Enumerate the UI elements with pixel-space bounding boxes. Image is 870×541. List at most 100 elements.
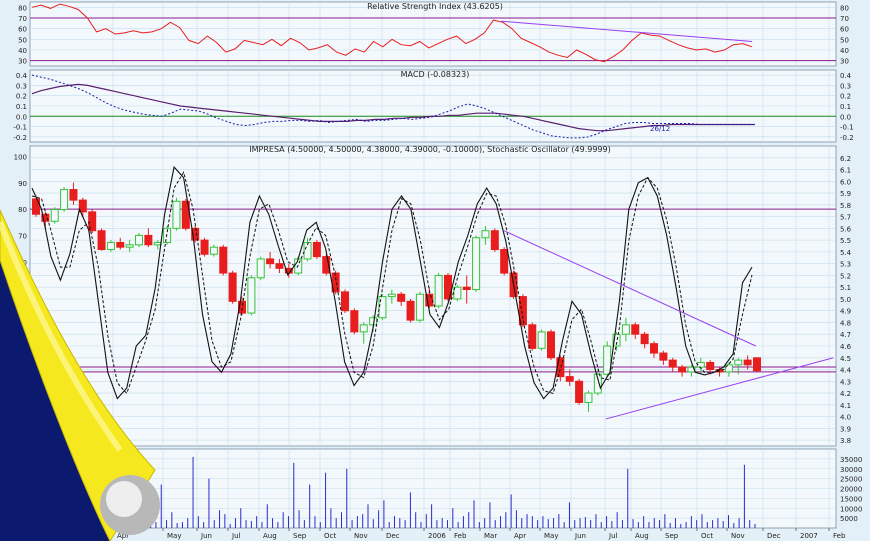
y-tick-label: 80 (840, 4, 849, 12)
y-tick-label: 4.4 (840, 367, 852, 375)
x-tick-label: Jun (574, 532, 586, 540)
curl-highlight (0, 220, 123, 452)
y-tick-label: 70 (840, 15, 849, 23)
rsi-trendline (500, 20, 753, 42)
candle-body (472, 237, 481, 291)
y-tick-label: 5.8 (840, 202, 851, 210)
candle-body (78, 199, 87, 213)
candle-body (593, 373, 602, 394)
candle-body (350, 310, 359, 333)
candle-body (172, 200, 181, 229)
y-tick-label: 4.8 (840, 319, 851, 327)
y-tick-label: 3.8 (840, 437, 851, 445)
x-tick-label: Jun (200, 532, 212, 540)
candle-body (640, 333, 649, 345)
y-tick-label: -0.1 (840, 124, 854, 132)
y-tick-label: 4.0 (840, 414, 851, 422)
candle-body (528, 324, 537, 349)
candle-body (125, 244, 134, 248)
candle-body (228, 272, 237, 302)
candle-body (621, 324, 630, 335)
x-tick-label: Nov (354, 532, 368, 540)
y-tick-label: 4.1 (840, 402, 851, 410)
candle-body (238, 300, 246, 314)
y-tick-label: 35000 (840, 456, 862, 464)
x-axis: Apr May Jun Jul Aug Sep Oct Nov Dec 2006 Feb Mar Apr… (112, 528, 846, 540)
curl-roll-highlight (106, 481, 142, 517)
candle-body (266, 258, 275, 265)
y-tick-label: 0.3 (16, 82, 27, 90)
y-tick-label: 40 (840, 47, 849, 55)
candle-body (275, 263, 284, 269)
y-tick-label: 5.2 (840, 272, 851, 280)
candle-body (687, 366, 696, 373)
y-tick-label: 4.3 (840, 378, 851, 386)
candle-body (97, 230, 106, 251)
x-tick-label: Oct (701, 532, 713, 540)
y-tick-label: 4.2 (840, 390, 851, 398)
x-tick-label: Apr (117, 532, 129, 540)
candle-body (547, 331, 555, 359)
x-tick-label: Jul (608, 532, 618, 540)
y-tick-label: 5.6 (840, 225, 852, 233)
price-title: IMPRESA (4.50000, 4.50000, 4.38000, 4.39… (249, 145, 610, 154)
y-tick-label: 3.9 (840, 425, 851, 433)
x-tick-label: Feb (454, 532, 467, 540)
candle-body (303, 241, 312, 260)
y-tick-label: 5000 (840, 515, 858, 523)
candle-body (116, 241, 125, 248)
candle-body (88, 211, 97, 232)
rsi-line (31, 3, 753, 63)
candle-body (369, 317, 378, 326)
candle-body (135, 234, 143, 246)
candle-body (706, 361, 715, 371)
y-tick-label: 50 (840, 36, 849, 44)
candle-body (387, 293, 396, 298)
candle-body (444, 274, 452, 300)
y-tick-label: 0.1 (16, 103, 27, 111)
y-tick-label: 4.5 (840, 355, 851, 363)
y-tick-label: 10000 (840, 505, 862, 513)
candle-body (219, 246, 228, 274)
candle-body (678, 366, 687, 373)
x-tick-label: Jul (231, 532, 241, 540)
candle-body (359, 324, 368, 333)
candle-body (60, 189, 69, 211)
x-tick-label: Apr (514, 532, 526, 540)
y-tick-label: 0.1 (840, 103, 851, 111)
x-tick-label: Oct (324, 532, 336, 540)
x-tick-label: Sep (293, 532, 307, 540)
y-tick-label: 5.7 (840, 214, 851, 222)
candle-body (734, 359, 743, 366)
y-tick-label: 0.0 (16, 113, 27, 121)
candle-body (659, 352, 668, 361)
y-tick-label: 0.2 (16, 93, 27, 101)
candle-body (32, 198, 40, 215)
rsi-title: Relative Strength Index (43.6205) (367, 2, 503, 11)
candle-body (612, 333, 621, 347)
candle-body (153, 241, 162, 246)
candle-body (69, 189, 78, 201)
macd-title: MACD (-0.08323) (401, 70, 470, 79)
y-tick-label: 0.4 (840, 72, 852, 80)
candle-body (518, 296, 527, 326)
y-tick-label: 70 (18, 15, 27, 23)
rsi-panel: 30 30 40 40 50 50 60 60 70 70 80 80 (18, 1, 849, 67)
candle-body (191, 227, 200, 241)
macd-line (31, 83, 755, 132)
y-tick-label: 6.2 (840, 155, 851, 163)
y-tick-label: -0.1 (13, 124, 27, 132)
candle-body (743, 359, 752, 366)
candle-body (106, 241, 115, 251)
macd-annotation: 26/12 (650, 125, 670, 133)
candle-body (397, 293, 406, 302)
candle-body (144, 234, 153, 246)
y-tick-label: 20000 (840, 486, 862, 494)
x-tick-label: May (544, 532, 558, 540)
candle-body (434, 274, 443, 307)
y-tick-label: 5.0 (840, 296, 851, 304)
stochastic-k-line (31, 165, 753, 400)
candle-body (631, 324, 640, 335)
